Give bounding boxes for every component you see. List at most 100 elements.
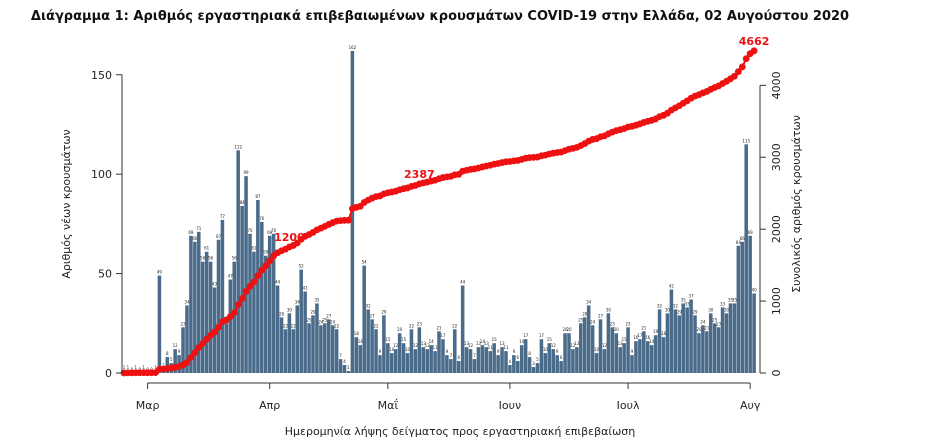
bar (370, 319, 374, 373)
bar (622, 343, 626, 373)
bar-value-label: 30 (287, 307, 293, 312)
bar (433, 351, 437, 373)
bar (421, 347, 426, 373)
bar (488, 351, 492, 373)
bar-value-label: 28 (582, 311, 588, 316)
bar (173, 349, 177, 373)
right-tick-label: 0 (770, 370, 783, 377)
bar (346, 371, 351, 373)
bar-value-label: 30 (606, 307, 612, 312)
bar-value-label: 112 (234, 144, 242, 149)
bar-value-label: 3 (532, 361, 535, 366)
bar-value-label: 17 (539, 333, 545, 338)
bar-value-label: 70 (271, 228, 277, 233)
bar-value-label: 18 (354, 331, 360, 336)
bar-value-label: 4 (343, 359, 346, 364)
bar-value-label: 49 (157, 270, 163, 275)
bar-value-label: 25 (322, 317, 328, 322)
cumulative-label: 4662 (739, 35, 770, 48)
bar-value-label: 12 (551, 343, 557, 348)
bar-value-label: 6 (560, 355, 563, 360)
bar-value-label: 12 (393, 343, 399, 348)
bar-value-label: 13 (574, 341, 580, 346)
bar (527, 357, 532, 373)
bar (240, 205, 244, 373)
bar-value-label: 15 (547, 337, 553, 342)
bar (393, 349, 398, 373)
bar-value-label: 10 (405, 347, 411, 352)
x-tick-label: Ιουν (499, 399, 521, 412)
cumulative-point (345, 216, 352, 224)
bar-value-label: 22 (373, 323, 379, 328)
cumulative-point (199, 340, 207, 347)
bar (480, 345, 485, 373)
bar-value-label: 33 (685, 301, 691, 306)
bar (602, 349, 607, 373)
cumulative-point (742, 55, 750, 63)
bar-value-label: 1 (154, 365, 157, 370)
bar (181, 327, 185, 373)
bar (618, 347, 622, 373)
bar-value-label: 9 (446, 349, 449, 354)
bar (271, 233, 276, 373)
bar (630, 355, 634, 373)
right-tick-label: 1000 (770, 287, 783, 315)
cumulative-point (246, 282, 254, 290)
bar (582, 317, 587, 373)
bar (315, 303, 319, 373)
bar-value-label: 29 (381, 309, 387, 314)
bar (709, 313, 713, 373)
bar (267, 235, 272, 373)
bar (405, 353, 410, 373)
bar (342, 365, 347, 373)
x-tick-label: Αυγ (740, 399, 761, 412)
bar (539, 339, 544, 373)
bar-value-label: 17 (637, 333, 643, 338)
left-tick-label: 100 (91, 168, 112, 181)
x-ticks: Μαρ Απρ Μαΐ Ιουν Ιουλ Αυγ (136, 383, 761, 412)
bar (256, 200, 260, 373)
bar-value-label: 10 (389, 347, 395, 352)
bar (724, 313, 729, 373)
bar (744, 144, 748, 373)
bar-value-label: 9 (513, 349, 516, 354)
cumulative-label: 1200 (274, 231, 305, 244)
bar (263, 255, 268, 373)
bar (307, 323, 311, 373)
cumulative-point (211, 328, 218, 336)
bar-value-label: 14 (649, 339, 655, 344)
bar-value-label: 64 (736, 240, 742, 245)
bar (626, 327, 630, 373)
bar-value-label: 21 (641, 325, 647, 330)
bar (417, 327, 422, 373)
bar (220, 219, 225, 373)
bar-value-label: 23 (626, 321, 632, 326)
bar-value-label: 13 (421, 341, 427, 346)
cumulative-point (254, 272, 262, 280)
bar-value-label: 14 (480, 339, 486, 344)
bar (358, 345, 363, 373)
bar-labels-group: 1101010014928512923346966715661564367772… (123, 45, 757, 372)
bar-value-label: 19 (653, 329, 659, 334)
bar (303, 291, 307, 373)
bar-value-label: 44 (460, 280, 466, 285)
bar-value-label: 24 (318, 319, 324, 324)
bar (260, 221, 264, 373)
bar-value-label: 14 (519, 339, 525, 344)
bar-value-label: 20 (563, 327, 569, 332)
bar (657, 309, 662, 373)
bar (697, 333, 701, 373)
bar (193, 241, 197, 373)
bar-value-label: 47 (228, 274, 234, 279)
cumulative-point (183, 359, 191, 366)
bar-value-label: 9 (497, 349, 500, 354)
bar (685, 307, 689, 373)
bar (649, 345, 654, 373)
bar (386, 343, 390, 373)
right-tick-label: 4000 (770, 71, 783, 99)
bar (216, 239, 221, 373)
right-y-ticks: 0 1000 2000 3000 4000 (760, 71, 783, 377)
right-tick-label: 2000 (770, 215, 783, 243)
bar (732, 303, 737, 373)
bar (598, 319, 603, 373)
